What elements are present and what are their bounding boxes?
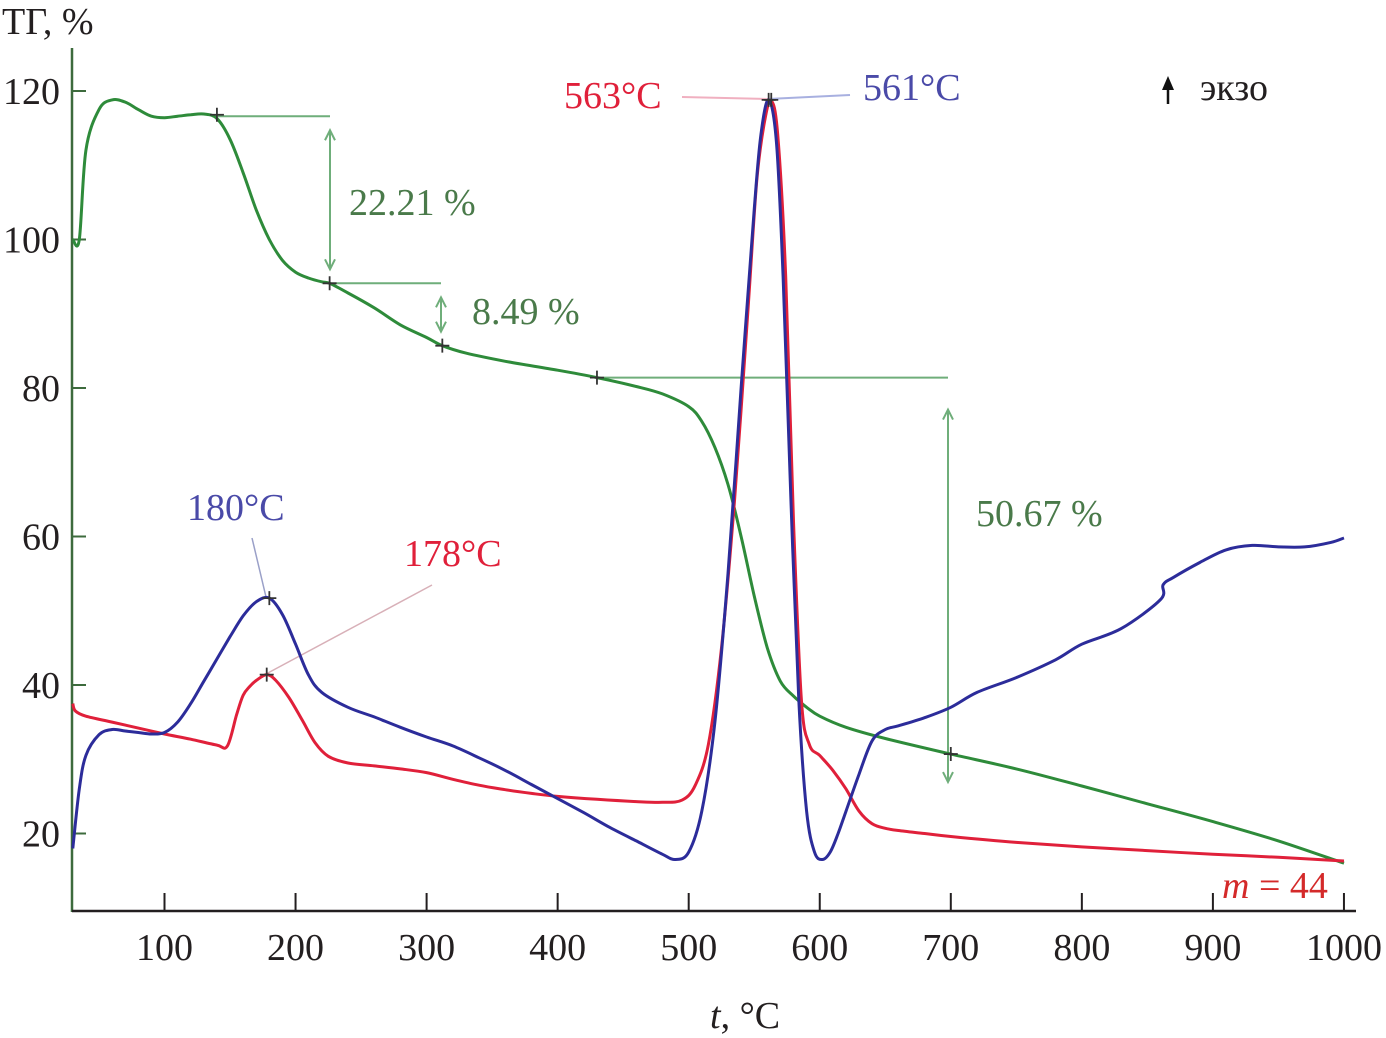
x-tick-label: 400 xyxy=(529,927,586,969)
annotation-dta-peak-2: 561°C xyxy=(863,67,961,109)
mass-loss-steps: 22.21 % 8.49 % 50.67 % xyxy=(216,115,1103,785)
leader-ms-peak-2 xyxy=(681,96,769,100)
leader-dta-peak-1 xyxy=(251,537,267,598)
step-arrow-head-down xyxy=(435,321,447,334)
cross-marker xyxy=(262,591,277,606)
x-axis-title-unit: , °C xyxy=(721,995,781,1037)
y-tick-label: 20 xyxy=(22,814,60,856)
x-tick-label: 800 xyxy=(1053,927,1110,969)
m-label-value: = 44 xyxy=(1249,865,1327,907)
x-axis-title: t, °C xyxy=(710,995,780,1037)
cross-marker xyxy=(589,370,604,385)
y-tick-label: 120 xyxy=(3,71,60,113)
y-tick-label: 80 xyxy=(22,368,60,410)
series-line-ms xyxy=(71,98,1345,863)
cross-marker xyxy=(259,667,274,682)
step-arrow-head-down xyxy=(324,258,336,272)
x-tick-label: 1000 xyxy=(1306,927,1382,969)
y-tick-label: 60 xyxy=(22,517,60,559)
exo-label: экзо xyxy=(1200,67,1268,109)
annotation-ms-peak-2: 563°C xyxy=(564,75,662,117)
leader-dta-peak-2 xyxy=(767,94,851,100)
x-axis-title-var: t xyxy=(710,995,722,1037)
point-markers xyxy=(209,92,958,762)
m-label-var: m xyxy=(1222,865,1249,907)
leader-lines xyxy=(251,94,851,675)
exo-indicator: экзо xyxy=(1162,67,1268,109)
step-label: 50.67 % xyxy=(976,493,1103,535)
x-tick-label: 300 xyxy=(398,927,455,969)
y-ticks: 20 40 60 80 100 120 xyxy=(3,71,86,856)
x-tick-label: 200 xyxy=(267,927,324,969)
y-tick-label: 40 xyxy=(22,665,60,707)
cross-marker xyxy=(943,747,958,762)
step-arrow-head-up xyxy=(942,407,954,421)
x-tick-label: 700 xyxy=(922,927,979,969)
annotation-dta-peak-1: 180°C xyxy=(187,487,285,529)
step-label: 22.21 % xyxy=(349,182,476,224)
cross-marker xyxy=(209,107,224,122)
series-line-dta xyxy=(71,98,1345,862)
step-arrow-head-up xyxy=(435,295,447,308)
cross-marker xyxy=(435,338,450,353)
step-arrow-head-up xyxy=(324,128,336,141)
series-line-tg xyxy=(71,98,1345,865)
cross-marker xyxy=(322,276,337,291)
exo-arrow-head-icon xyxy=(1162,76,1174,90)
leader-ms-peak-1 xyxy=(265,584,433,675)
m-label: m = 44 xyxy=(1222,865,1328,907)
y-tick-label: 100 xyxy=(3,220,60,262)
x-ticks: 100 200 300 400 500 600 700 800 900 1000 xyxy=(136,893,1382,969)
x-tick-label: 100 xyxy=(136,927,193,969)
x-tick-label: 600 xyxy=(791,927,848,969)
x-tick-label: 900 xyxy=(1184,927,1241,969)
cross-marker xyxy=(764,92,779,107)
step-arrow-head-down xyxy=(942,771,954,785)
annotation-ms-peak-1: 178°C xyxy=(404,533,502,575)
x-tick-label: 500 xyxy=(660,927,717,969)
step-label: 8.49 % xyxy=(472,291,580,333)
y-axis-title: ТГ, % xyxy=(2,1,94,43)
